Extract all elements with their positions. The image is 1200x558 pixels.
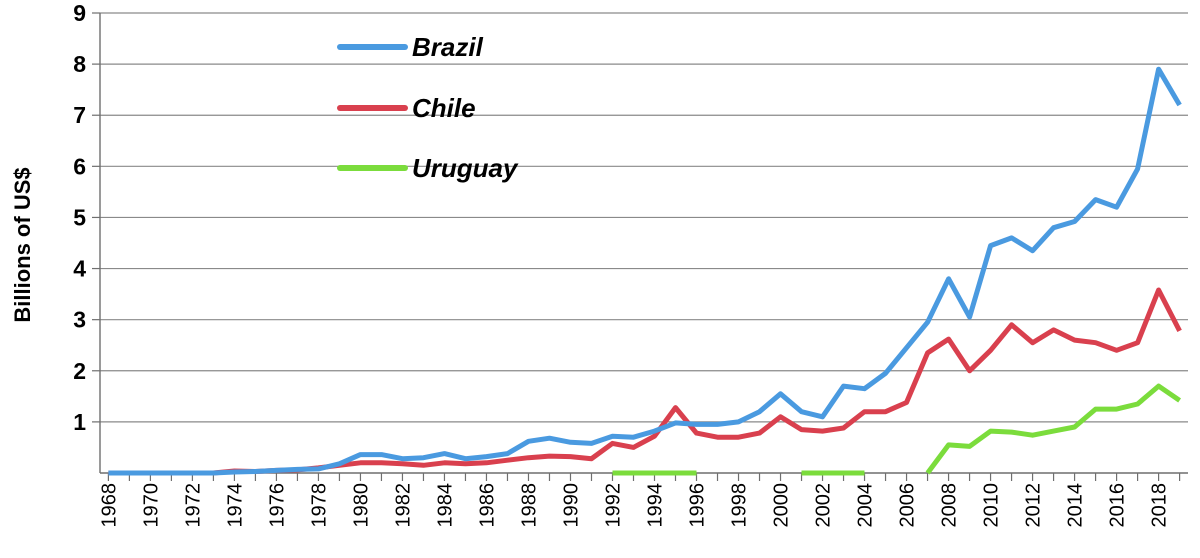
x-tick-label: 1976 <box>266 483 288 528</box>
x-tick-label: 1988 <box>518 483 540 528</box>
x-tick-label: 1980 <box>350 483 372 528</box>
x-tick-label: 1970 <box>140 483 162 528</box>
x-tick-label: 2000 <box>771 483 793 528</box>
legend-label-uruguay: Uruguay <box>412 153 519 183</box>
x-tick-label: 2014 <box>1065 483 1087 528</box>
y-tick-label: 8 <box>73 51 86 77</box>
y-tick-label: 4 <box>73 256 86 282</box>
x-tick-label: 1992 <box>602 483 624 528</box>
x-tick-label: 1968 <box>98 483 120 528</box>
x-tick-label: 2008 <box>939 483 961 528</box>
legend-label-chile: Chile <box>412 93 476 123</box>
x-tick-label: 2006 <box>897 483 919 528</box>
x-tick-label: 1986 <box>476 483 498 527</box>
y-tick-label: 1 <box>73 409 86 435</box>
series-line-brazil <box>108 66 1182 476</box>
x-tick-label: 1996 <box>687 483 709 528</box>
y-tick-label: 6 <box>73 153 86 179</box>
series-lines <box>108 66 1182 476</box>
y-tick-label: 5 <box>73 204 86 230</box>
x-tick-label: 1974 <box>224 483 246 528</box>
x-tick-label: 1978 <box>308 483 330 528</box>
x-tick-label: 1972 <box>182 483 204 528</box>
y-tick-label: 2 <box>73 358 86 384</box>
y-tick-label: 3 <box>73 307 86 333</box>
legend-label-brazil: Brazil <box>412 32 484 62</box>
y-tick-label: 7 <box>73 102 86 128</box>
series-line-uruguay <box>925 383 1182 475</box>
x-tick-label: 2004 <box>855 483 877 528</box>
gridlines <box>100 12 1188 423</box>
y-axis-ticks: 1 2 3 4 5 6 7 8 9 <box>73 0 86 435</box>
y-axis-label: Billions of US$ <box>10 167 35 322</box>
x-tick-label: 1990 <box>560 483 582 528</box>
x-tick-label: 2012 <box>1023 483 1045 528</box>
x-tick-label: 2018 <box>1149 483 1171 528</box>
x-tick-label: 1984 <box>434 483 456 528</box>
x-tick-label: 1982 <box>392 483 414 528</box>
x-axis-ticks: 1968 1970 1972 1974 1976 1978 1980 1982 1984 1986… <box>98 483 1170 528</box>
x-tick-label: 1998 <box>729 483 751 528</box>
y-tick-label: 9 <box>73 0 86 26</box>
x-tick-label: 2002 <box>813 483 835 528</box>
x-tick-label: 2010 <box>981 483 1003 528</box>
series-line-chile <box>108 287 1182 476</box>
x-tick-label: 1994 <box>645 483 667 528</box>
x-tick-label: 2016 <box>1107 483 1129 528</box>
legend: Brazil Chile Uruguay <box>337 32 519 183</box>
